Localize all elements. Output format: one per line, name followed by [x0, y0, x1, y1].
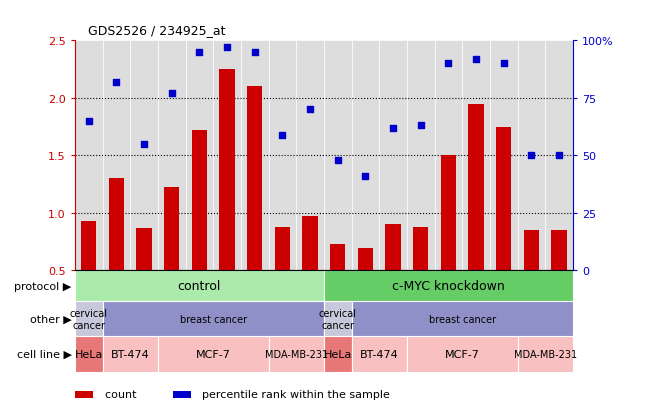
- Point: [388, 125, 398, 132]
- Bar: [247, 87, 262, 271]
- Text: other ▶: other ▶: [30, 314, 72, 324]
- Text: HeLa: HeLa: [324, 349, 352, 359]
- Point: [249, 50, 260, 56]
- Bar: [490, 41, 518, 271]
- Bar: [186, 41, 213, 271]
- Bar: [103, 337, 158, 372]
- Text: c-MYC knockdown: c-MYC knockdown: [392, 280, 505, 292]
- Bar: [241, 41, 269, 271]
- Point: [526, 153, 536, 159]
- Bar: [352, 337, 407, 372]
- Text: BT-474: BT-474: [111, 349, 150, 359]
- Text: breast cancer: breast cancer: [428, 314, 496, 324]
- Text: GDS2526 / 234925_at: GDS2526 / 234925_at: [88, 24, 225, 37]
- Point: [333, 157, 343, 164]
- Bar: [358, 249, 373, 271]
- Point: [305, 107, 315, 114]
- Bar: [192, 131, 207, 271]
- Bar: [441, 156, 456, 271]
- Point: [194, 50, 204, 56]
- Bar: [213, 41, 241, 271]
- Point: [471, 56, 481, 63]
- Bar: [269, 337, 324, 372]
- Bar: [413, 227, 428, 271]
- Bar: [103, 41, 130, 271]
- Text: cervical
cancer: cervical cancer: [70, 308, 107, 330]
- Bar: [407, 41, 435, 271]
- Bar: [109, 179, 124, 271]
- Bar: [75, 271, 324, 301]
- Bar: [518, 41, 545, 271]
- Point: [499, 61, 509, 68]
- Point: [83, 118, 94, 125]
- Bar: [164, 188, 179, 271]
- Text: protocol ▶: protocol ▶: [14, 281, 72, 291]
- Text: HeLa: HeLa: [74, 349, 103, 359]
- Bar: [545, 41, 573, 271]
- Point: [111, 79, 122, 86]
- Bar: [75, 301, 103, 337]
- Text: BT-474: BT-474: [360, 349, 398, 359]
- Bar: [158, 337, 269, 372]
- Text: MDA-MB-231: MDA-MB-231: [514, 349, 577, 359]
- Bar: [551, 230, 566, 271]
- Point: [554, 153, 564, 159]
- Point: [277, 132, 288, 139]
- Bar: [385, 225, 400, 271]
- Point: [443, 61, 454, 68]
- Bar: [75, 337, 103, 372]
- Bar: [158, 41, 186, 271]
- Bar: [324, 41, 352, 271]
- Point: [222, 45, 232, 52]
- Bar: [296, 41, 324, 271]
- Bar: [303, 217, 318, 271]
- Text: breast cancer: breast cancer: [180, 314, 247, 324]
- Bar: [518, 337, 573, 372]
- Text: cervical
cancer: cervical cancer: [319, 308, 357, 330]
- Bar: [275, 227, 290, 271]
- Bar: [496, 127, 511, 271]
- Bar: [462, 41, 490, 271]
- Text: MDA-MB-231: MDA-MB-231: [265, 349, 327, 359]
- Bar: [379, 41, 407, 271]
- Text: count: count: [98, 389, 136, 399]
- Point: [415, 123, 426, 129]
- Bar: [324, 301, 352, 337]
- Text: MCF-7: MCF-7: [196, 349, 230, 359]
- Bar: [407, 337, 518, 372]
- Bar: [352, 301, 573, 337]
- Bar: [330, 244, 345, 271]
- Bar: [324, 271, 573, 301]
- Bar: [130, 41, 158, 271]
- Point: [360, 173, 370, 180]
- Bar: [75, 41, 103, 271]
- Bar: [469, 104, 484, 271]
- Text: control: control: [178, 280, 221, 292]
- Text: MCF-7: MCF-7: [445, 349, 480, 359]
- Bar: [219, 70, 234, 271]
- Bar: [103, 301, 324, 337]
- Bar: [324, 337, 352, 372]
- Bar: [524, 230, 539, 271]
- Bar: [81, 221, 96, 271]
- Bar: [352, 41, 379, 271]
- Point: [139, 141, 149, 148]
- Point: [167, 91, 177, 97]
- Bar: [137, 228, 152, 271]
- Text: percentile rank within the sample: percentile rank within the sample: [195, 389, 390, 399]
- Bar: [268, 41, 296, 271]
- Text: cell line ▶: cell line ▶: [17, 349, 72, 359]
- Bar: [435, 41, 462, 271]
